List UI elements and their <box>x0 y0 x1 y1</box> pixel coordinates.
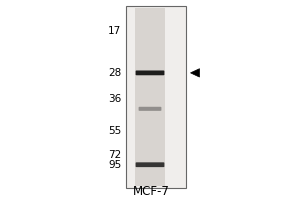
Bar <box>135 8 165 186</box>
Text: 55: 55 <box>108 126 122 136</box>
FancyBboxPatch shape <box>139 107 161 111</box>
FancyBboxPatch shape <box>136 162 164 167</box>
Text: 72: 72 <box>108 150 122 160</box>
Text: MCF-7: MCF-7 <box>133 185 170 198</box>
Polygon shape <box>190 69 200 77</box>
Text: 36: 36 <box>108 94 122 104</box>
Text: 17: 17 <box>108 26 122 36</box>
FancyBboxPatch shape <box>136 70 164 75</box>
Text: 28: 28 <box>108 68 122 78</box>
Text: 95: 95 <box>108 160 122 170</box>
Bar <box>126 6 186 188</box>
